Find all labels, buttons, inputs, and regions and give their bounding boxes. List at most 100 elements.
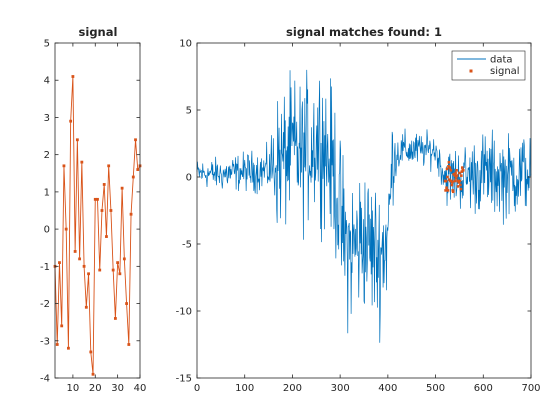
signal-point xyxy=(60,324,64,328)
signal-x-tick-label: 10 xyxy=(67,383,80,394)
matches-y-tick-label: 10 xyxy=(179,39,192,50)
match-signal-point xyxy=(450,179,453,183)
signal-plot-area xyxy=(53,75,142,376)
match-signal-point xyxy=(453,179,456,183)
matches-axes-title: signal matches found: 1 xyxy=(286,25,442,39)
signal-point xyxy=(75,138,79,142)
signal-x-tick-label: 30 xyxy=(111,383,124,394)
matches-x-tick-label: 500 xyxy=(426,383,445,394)
signal-point xyxy=(78,257,82,261)
matches-x-tick-label: 400 xyxy=(378,383,397,394)
matches-axes-box xyxy=(196,42,532,379)
signal-point xyxy=(71,75,75,78)
matches-x-tick-label: 300 xyxy=(331,383,350,394)
match-signal-point xyxy=(444,179,448,183)
signal-point xyxy=(64,227,68,231)
signal-point xyxy=(134,138,137,142)
legend-data-label: data xyxy=(490,55,513,66)
match-signal-point xyxy=(458,171,461,175)
match-signal-point xyxy=(448,166,452,169)
matches-x-tick-label: 200 xyxy=(283,383,302,394)
signal-x-ticks: 10 20 30 40 xyxy=(67,43,147,394)
signal-point xyxy=(113,317,117,320)
matches-x-tick-label: 600 xyxy=(474,383,493,394)
signal-point xyxy=(129,212,133,216)
matches-x-tick-label: 0 xyxy=(194,383,200,394)
signal-point xyxy=(73,250,77,253)
signal-y-tick-label: -1 xyxy=(40,262,50,273)
signal-point xyxy=(105,235,108,238)
signal-point xyxy=(127,343,131,346)
signal-point xyxy=(109,209,113,212)
matches-y-tick-label: -5 xyxy=(182,240,192,251)
match-signal-point xyxy=(445,167,449,171)
signal-point xyxy=(136,168,140,171)
signal-point xyxy=(89,350,93,354)
match-signal-point xyxy=(445,186,448,190)
match-signal-point xyxy=(447,160,451,164)
signal-point xyxy=(98,268,102,272)
matches-y-tick-label: -15 xyxy=(176,374,192,385)
signal-point xyxy=(122,257,126,261)
signal-point xyxy=(80,160,84,164)
matches-plot-area xyxy=(196,69,532,343)
match-signal-point xyxy=(444,189,447,192)
match-signal-point xyxy=(447,164,450,168)
signal-point xyxy=(107,164,111,168)
match-signal-point xyxy=(448,178,451,181)
match-signal-point xyxy=(461,169,465,172)
signal-y-tick-label: 1 xyxy=(44,187,50,198)
signal-point xyxy=(118,272,122,276)
match-signal-point xyxy=(460,174,463,177)
signal-point xyxy=(58,261,61,265)
match-signal-point xyxy=(454,171,457,175)
match-signal-point xyxy=(446,175,449,179)
matches-y-tick-label: 5 xyxy=(186,106,192,117)
signal-y-tick-label: 4 xyxy=(44,76,50,87)
legend-signal-marker xyxy=(469,69,473,73)
signal-x-tick-label: 40 xyxy=(134,383,147,394)
signal-point xyxy=(116,261,120,265)
matches-x-ticks: 0 100 200 300 400 500 600 700 xyxy=(194,43,541,394)
signal-point xyxy=(96,197,99,201)
signal-y-tick-label: 3 xyxy=(44,113,50,124)
signal-point xyxy=(93,197,97,201)
match-signal-point xyxy=(457,179,460,183)
matches-x-tick-label: 100 xyxy=(235,383,254,394)
signal-axes: signal 10 20 30 40 -4 -3 -2 -1 0 1 2 3 4 5 xyxy=(40,25,146,394)
signal-x-tick-label: 20 xyxy=(89,383,102,394)
legend: data signal xyxy=(451,50,526,81)
signal-y-tick-label: -3 xyxy=(40,336,50,347)
signal-y-tick-label: 5 xyxy=(44,39,50,50)
match-signal-point xyxy=(454,177,458,180)
signal-y-tick-label: 0 xyxy=(44,225,50,236)
matches-y-tick-label: 0 xyxy=(186,173,192,184)
signal-point xyxy=(111,268,115,272)
signal-point xyxy=(120,186,124,190)
match-signal-point xyxy=(455,169,458,172)
signal-point xyxy=(102,183,106,186)
legend-signal-label: signal xyxy=(490,66,520,77)
match-signal-point xyxy=(450,181,454,184)
signal-point xyxy=(131,175,135,179)
match-signal-point xyxy=(458,179,462,183)
matches-x-tick-label: 700 xyxy=(521,383,540,394)
match-signal-point xyxy=(459,183,462,187)
data-series-line xyxy=(196,69,532,343)
signal-y-ticks: -4 -3 -2 -1 0 1 2 3 4 5 xyxy=(40,39,140,385)
match-signal-point xyxy=(449,169,453,172)
match-signal-point xyxy=(450,183,454,187)
matches-y-tick-label: -10 xyxy=(176,307,192,318)
signal-point xyxy=(125,302,128,305)
match-signal-point xyxy=(459,187,463,191)
signal-axes-box xyxy=(54,42,141,379)
match-signal-point xyxy=(460,170,464,173)
matches-y-ticks: -15 -10 -5 0 5 10 xyxy=(176,39,531,385)
match-signal-point xyxy=(456,185,460,188)
match-signal-point xyxy=(453,174,457,177)
match-signal-point xyxy=(452,173,456,176)
signal-axes-title: signal xyxy=(79,25,118,39)
match-signal-point xyxy=(457,181,461,184)
signal-y-tick-label: 2 xyxy=(44,150,50,161)
signal-point xyxy=(82,264,86,268)
